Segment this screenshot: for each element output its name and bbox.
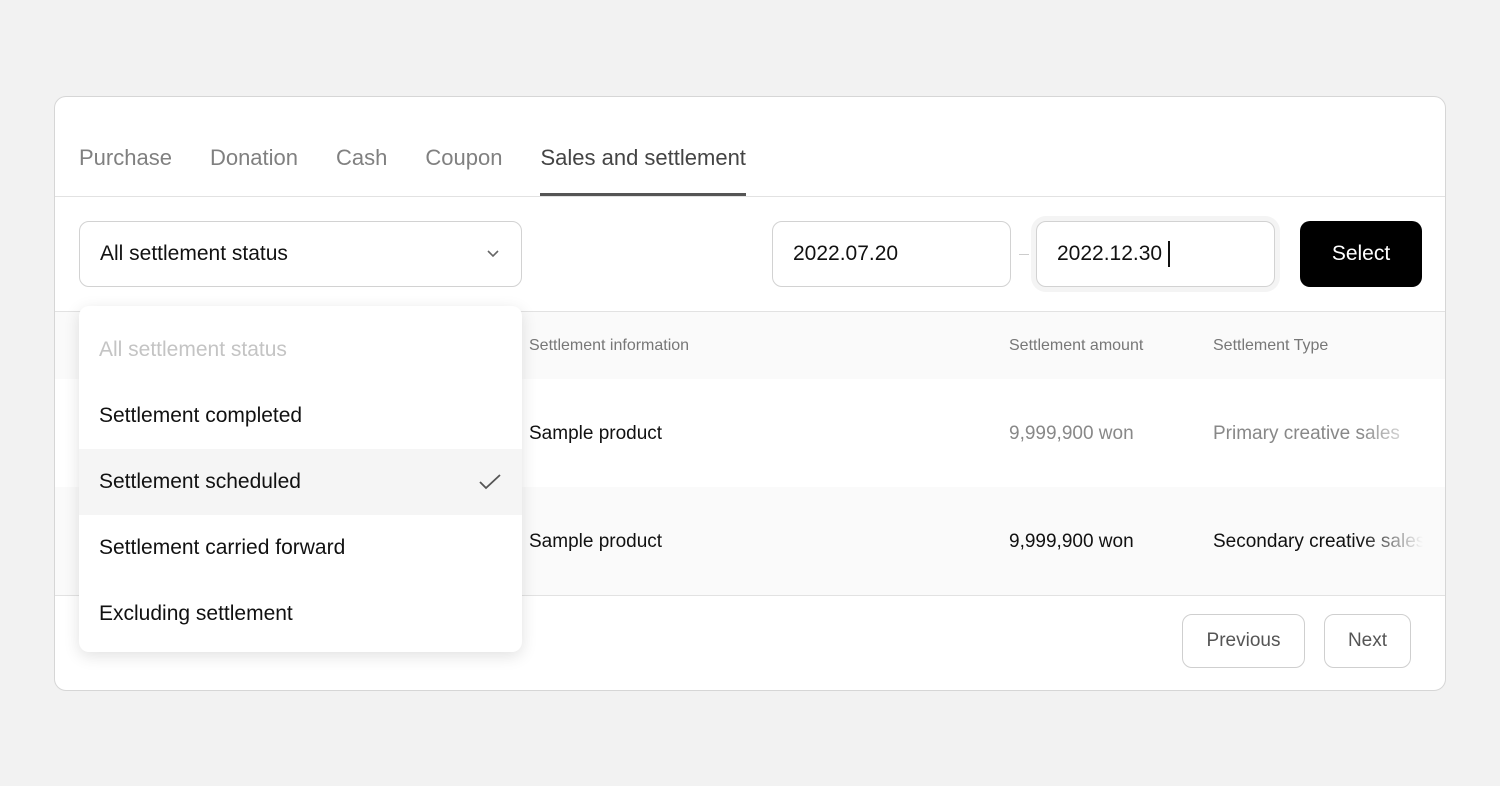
status-select[interactable]: All settlement status: [79, 221, 522, 287]
tab-purchase[interactable]: Purchase: [79, 145, 172, 170]
option-settlement-carried-forward[interactable]: Settlement carried forward: [79, 515, 522, 581]
header-settlement-information: Settlement information: [529, 337, 690, 354]
status-dropdown-menu: All settlement status Settlement complet…: [79, 306, 522, 652]
row-info: Sample product: [529, 423, 663, 444]
date-to-input[interactable]: 2022.12.30: [1036, 221, 1275, 287]
option-label: Settlement completed: [99, 404, 303, 427]
divider: [55, 595, 1445, 596]
tab-sales-and-settlement[interactable]: Sales and settlement: [540, 97, 747, 196]
next-button[interactable]: Next: [1324, 614, 1411, 668]
date-to-value: 2022.12.30: [1057, 242, 1163, 265]
previous-button[interactable]: Previous: [1182, 614, 1305, 668]
select-button[interactable]: Select: [1300, 221, 1422, 287]
option-label: All settlement status: [99, 338, 287, 361]
tab-coupon[interactable]: Coupon: [425, 145, 503, 170]
check-icon: [479, 474, 501, 490]
chevron-down-icon: [487, 250, 499, 258]
option-settlement-completed[interactable]: Settlement completed: [79, 383, 522, 449]
text-caret: [1168, 241, 1171, 267]
date-from-input[interactable]: 2022.07.20: [772, 221, 1011, 287]
row-amount: 9,999,900 won: [1009, 531, 1134, 552]
row-info: Sample product: [529, 531, 663, 552]
row-type: Secondary creative sales: [1213, 531, 1423, 552]
option-settlement-scheduled[interactable]: Settlement scheduled: [79, 449, 522, 515]
header-settlement-amount: Settlement amount: [1009, 337, 1144, 354]
divider: [55, 311, 1445, 312]
divider: [55, 196, 1445, 197]
date-range-dash: [1019, 254, 1029, 255]
row-amount: 9,999,900 won: [1009, 423, 1134, 444]
header-settlement-type: Settlement Type: [1213, 337, 1329, 354]
option-label: Settlement carried forward: [99, 536, 346, 559]
option-label: Excluding settlement: [99, 602, 293, 625]
status-select-value: All settlement status: [100, 242, 288, 265]
row-type: Primary creative sales: [1213, 423, 1400, 444]
tab-bar: Purchase Donation Cash Coupon Sales and …: [79, 97, 747, 196]
option-excluding-settlement[interactable]: Excluding settlement: [79, 581, 522, 647]
date-from-value: 2022.07.20: [793, 242, 899, 265]
tab-cash[interactable]: Cash: [336, 145, 388, 170]
option-all-settlement-status[interactable]: All settlement status: [79, 317, 522, 383]
tab-donation[interactable]: Donation: [209, 145, 299, 170]
option-label: Settlement scheduled: [99, 470, 301, 493]
